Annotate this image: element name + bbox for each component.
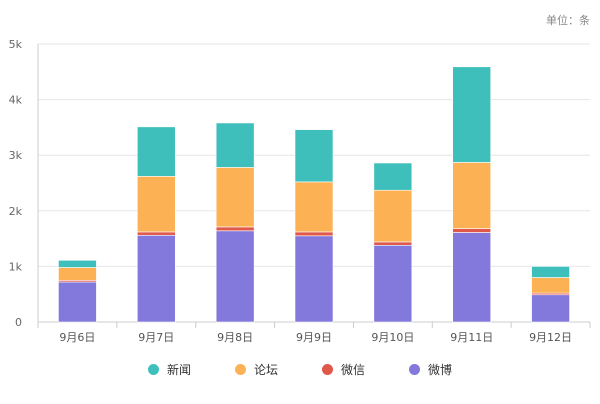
legend: 新闻 论坛 微信 微博 xyxy=(0,361,600,378)
bar-segment[interactable] xyxy=(531,294,570,323)
bar-segment[interactable] xyxy=(531,277,570,294)
x-tick-label: 9月6日 xyxy=(59,331,95,344)
legend-marker-icon xyxy=(322,364,333,375)
bar-segment[interactable] xyxy=(215,226,255,232)
x-tick-label: 9月10日 xyxy=(371,331,414,344)
x-tick-label: 9月9日 xyxy=(296,331,332,344)
y-tick-label: 5k xyxy=(9,38,23,51)
bar-segment[interactable] xyxy=(215,167,255,228)
bar-segment[interactable] xyxy=(215,122,255,168)
bar-segment[interactable] xyxy=(58,259,97,268)
y-tick-label: 3k xyxy=(9,149,23,162)
bar-segment[interactable] xyxy=(136,231,176,236)
y-tick-label: 1k xyxy=(9,260,23,273)
bar-segment[interactable] xyxy=(373,241,413,246)
x-tick-label: 9月12日 xyxy=(529,331,572,344)
legend-label: 论坛 xyxy=(253,363,278,377)
legend-item[interactable]: 微信 xyxy=(322,361,365,378)
unit-label: 单位：条 xyxy=(546,14,590,27)
legend-label: 微博 xyxy=(428,363,453,377)
legend-label: 新闻 xyxy=(166,363,191,377)
bar-segment[interactable] xyxy=(452,66,492,163)
legend-marker-icon xyxy=(147,364,159,375)
y-tick-label: 2k xyxy=(9,205,23,218)
bar-segment[interactable] xyxy=(58,281,97,323)
x-tick-label: 9月8日 xyxy=(217,331,253,344)
x-tick-label: 9月7日 xyxy=(138,331,174,344)
bar-segment[interactable] xyxy=(452,232,492,323)
legend-label: 微信 xyxy=(341,363,366,377)
bar-segment[interactable] xyxy=(294,231,334,237)
bar-segment[interactable] xyxy=(294,181,334,233)
y-tick-label: 4k xyxy=(9,94,23,107)
bar-segment[interactable] xyxy=(294,235,334,323)
bar-segment[interactable] xyxy=(452,162,492,229)
y-tick-label: 0 xyxy=(15,316,22,329)
bar-segment[interactable] xyxy=(58,267,97,281)
bar-segment[interactable] xyxy=(452,228,492,233)
bar-segment[interactable] xyxy=(373,189,413,243)
bar-segment[interactable] xyxy=(136,126,176,177)
x-tick-label: 9月11日 xyxy=(450,331,493,344)
bar-segment[interactable] xyxy=(136,176,176,233)
bar-segment[interactable] xyxy=(136,234,176,323)
legend-item[interactable]: 新闻 xyxy=(147,361,191,378)
bar-segment[interactable] xyxy=(373,162,413,191)
legend-item[interactable]: 论坛 xyxy=(234,361,278,378)
bar-segment[interactable] xyxy=(294,129,334,183)
legend-item[interactable]: 微博 xyxy=(409,361,452,378)
legend-marker-icon xyxy=(234,364,246,375)
bar-segment[interactable] xyxy=(215,230,255,323)
legend-marker-icon xyxy=(409,364,421,375)
bar-segment[interactable] xyxy=(531,266,570,278)
bar-segment[interactable] xyxy=(373,244,413,323)
